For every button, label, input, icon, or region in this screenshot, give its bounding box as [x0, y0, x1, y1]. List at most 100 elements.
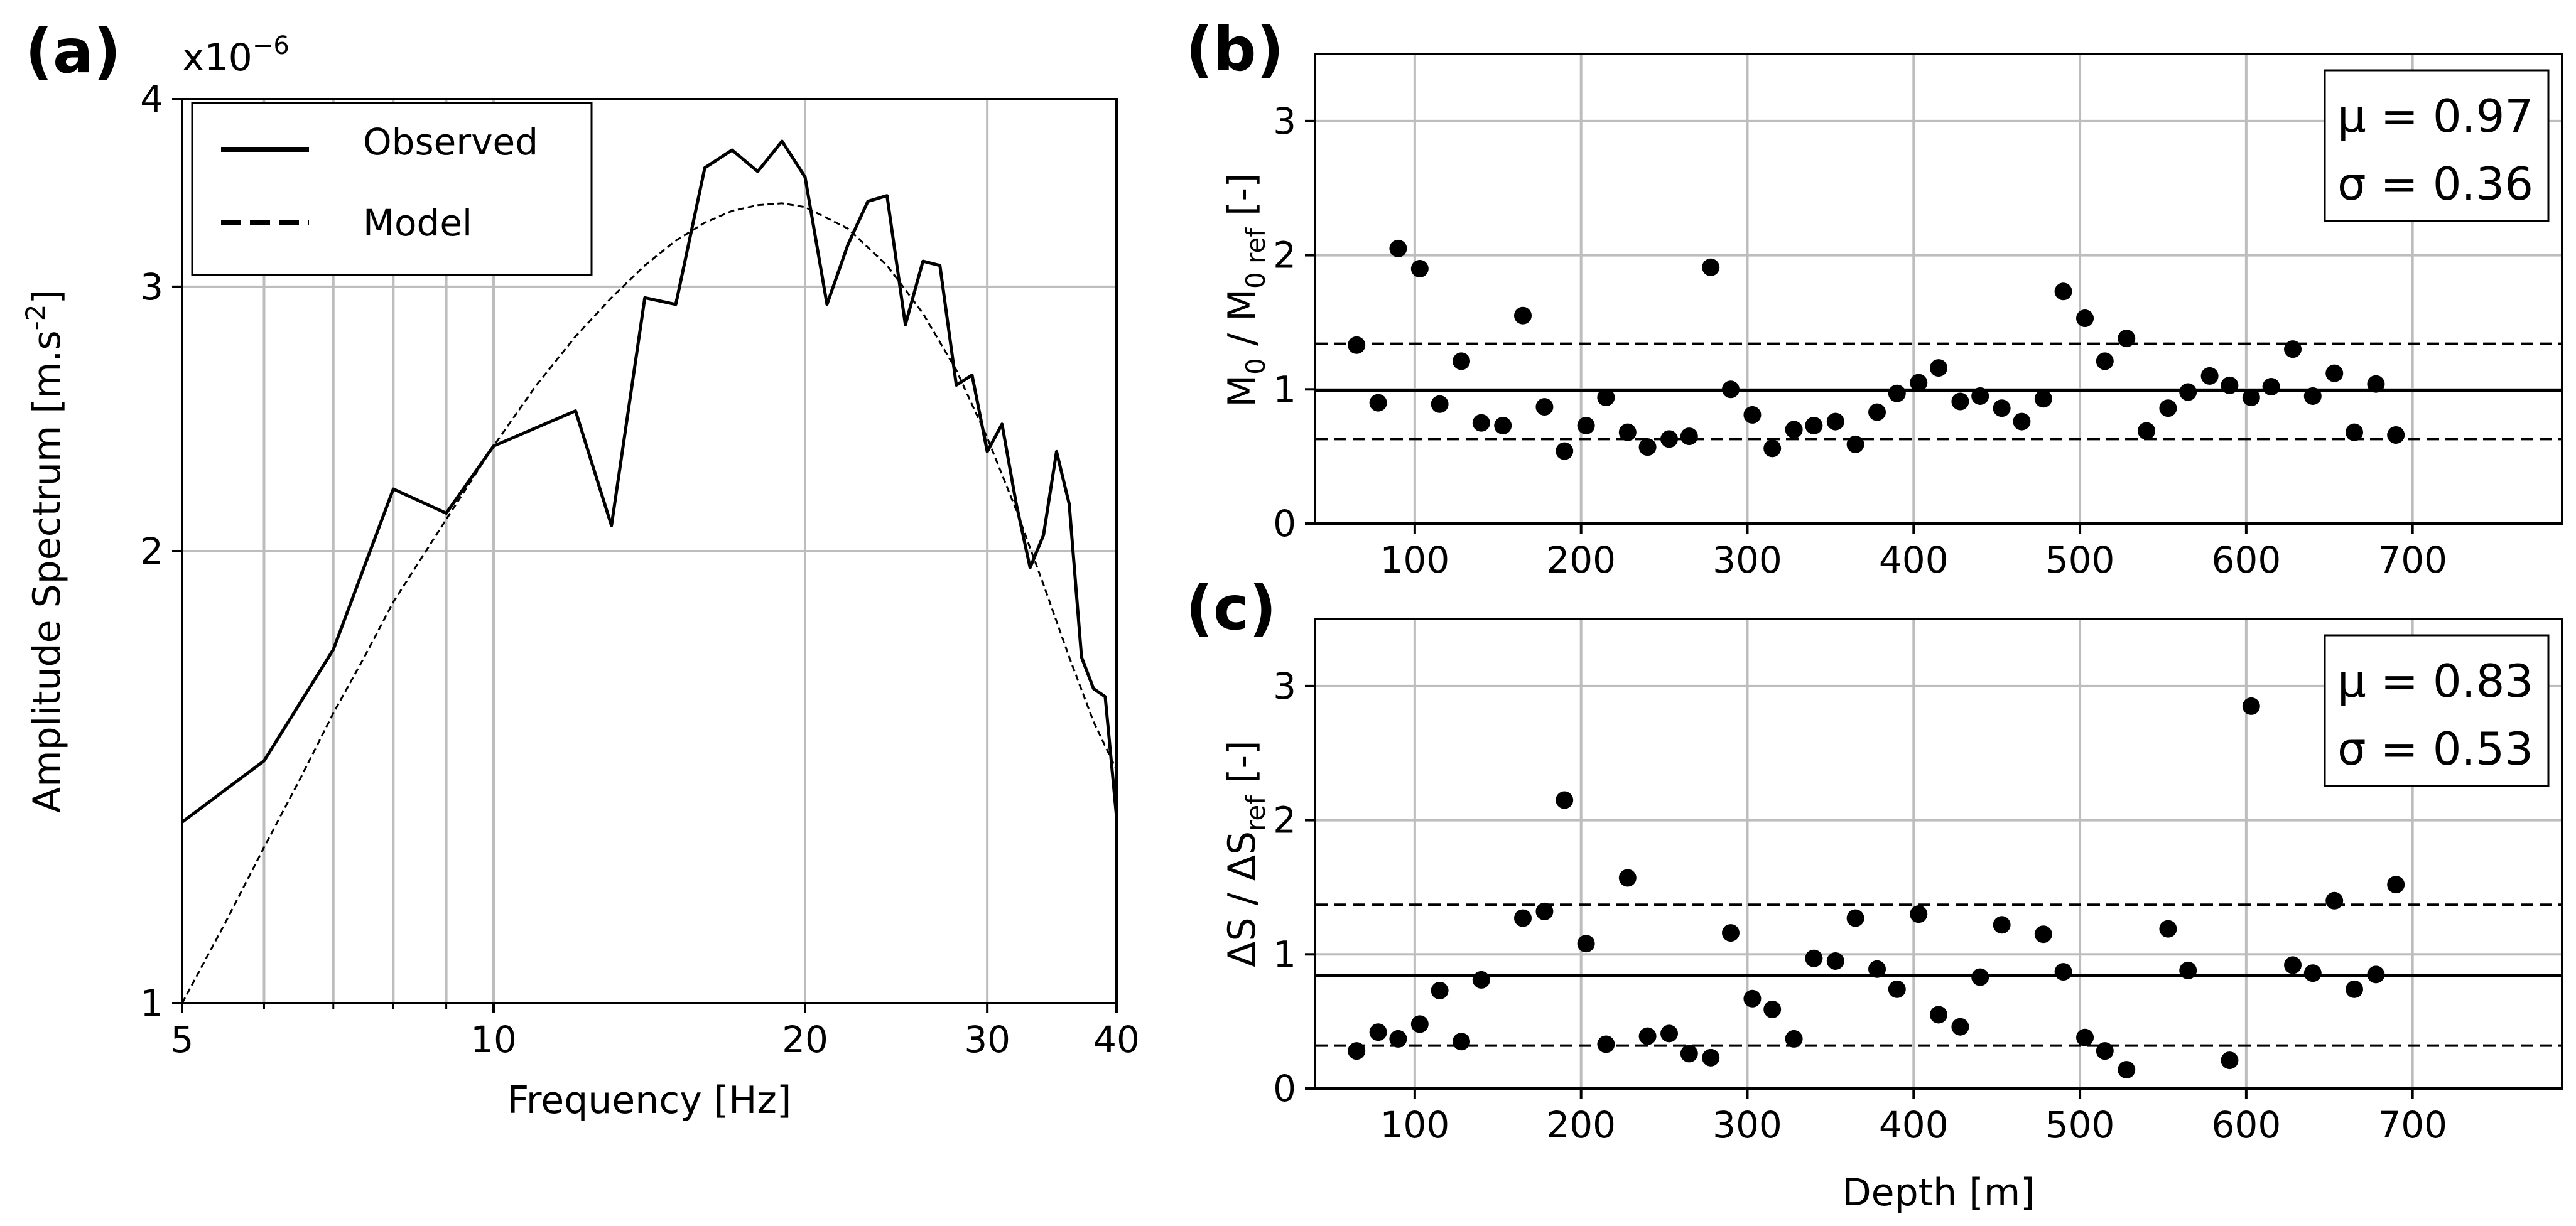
b-data-point — [1660, 430, 1679, 448]
panel-b-ticks: 100 200 300 400 500 600 700 0 1 2 3 — [1273, 100, 2447, 581]
c-ytick-label: 1 — [1273, 933, 1296, 976]
panel-a-multiplier: x10−6 — [182, 31, 290, 80]
legend: Observed Model — [191, 102, 593, 276]
b-xtick-label: 100 — [1380, 539, 1450, 581]
b-data-point — [2325, 364, 2344, 382]
b-data-point — [2054, 282, 2072, 301]
panel-a-series — [181, 139, 1118, 1004]
c-data-point — [1472, 971, 1490, 989]
b-data-point — [1888, 384, 1906, 402]
c-xtick-label: 100 — [1380, 1104, 1450, 1146]
c-ytick-label: 2 — [1273, 799, 1296, 842]
b-data-point — [1680, 427, 1698, 446]
panel-b-frame — [1314, 53, 2563, 525]
c-xtick-label: 600 — [2212, 1104, 2281, 1146]
b-xtick-label: 500 — [2045, 539, 2115, 581]
b-data-point — [2096, 352, 2114, 370]
b-data-point — [2284, 340, 2302, 358]
c-data-point — [1951, 1018, 1969, 1036]
panel-c-ylabel: ΔS / ΔSref [-] — [1220, 740, 1271, 967]
b-data-point — [1389, 239, 1407, 257]
panel-c-letter: (c) — [1186, 573, 1277, 643]
b-data-point — [1702, 258, 1720, 276]
c-data-point — [2054, 963, 2072, 981]
c-data-point — [1930, 1006, 1947, 1024]
panel-c-frame — [1314, 618, 2563, 1090]
c-data-point — [1535, 902, 1554, 920]
c-data-point — [1971, 968, 1989, 986]
b-data-point — [2118, 330, 2136, 348]
b-data-point — [2076, 309, 2094, 328]
b-data-point — [1494, 416, 1512, 434]
b-ytick-label: 1 — [1273, 368, 1296, 411]
stats-mu-c: μ = 0.83 — [2337, 655, 2533, 707]
stats-box-b-frame — [2324, 69, 2550, 222]
b-data-point — [1951, 392, 1969, 411]
b-data-point — [1577, 416, 1595, 434]
c-data-point — [1597, 1035, 1615, 1053]
panel-c-series — [1315, 697, 2562, 1079]
b-data-point — [1743, 406, 1762, 424]
legend-observed-label: Observed — [363, 121, 538, 163]
b-xtick-label: 600 — [2212, 539, 2281, 581]
c-xtick-label: 200 — [1546, 1104, 1616, 1146]
b-data-point — [2200, 367, 2219, 385]
c-xtick-label: 700 — [2378, 1104, 2447, 1146]
panel-b-series — [1315, 239, 2562, 460]
panel-c-xlabel: Depth [m] — [1842, 1171, 2035, 1215]
b-data-point — [2367, 375, 2385, 393]
c-data-point — [1888, 980, 1906, 998]
b-xtick-label: 200 — [1546, 539, 1616, 581]
b-data-point — [1868, 403, 1886, 421]
b-data-point — [2303, 387, 2322, 405]
b-data-point — [1993, 399, 2011, 417]
panel-a-ylabel: Amplitude Spectrum [m.s-2] — [20, 289, 69, 813]
b-data-point — [1826, 412, 1844, 431]
c-data-point — [1846, 909, 1864, 927]
c-data-point — [2221, 1051, 2239, 1070]
a-xtick-label: 10 — [470, 1018, 517, 1061]
b-data-point — [1618, 423, 1637, 441]
c-data-point — [1680, 1045, 1698, 1063]
c-data-point — [2159, 920, 2177, 938]
c-data-point — [2325, 891, 2344, 910]
c-data-point — [2179, 961, 2197, 979]
b-data-point — [1638, 438, 1657, 456]
b-data-point — [2242, 389, 2260, 407]
a-ytick-label: 1 — [140, 982, 163, 1024]
c-data-point — [2242, 697, 2260, 715]
panel-c-ticks: 100 200 300 400 500 600 700 0 1 2 3 — [1273, 665, 2447, 1146]
panel-b: (b) 100 200 300 400 500 600 700 0 1 2 3 M0 / M0 re… — [1186, 14, 2563, 581]
panel-a-ticks: 5 10 20 30 40 1 2 3 4 — [140, 78, 1140, 1061]
b-xtick-label: 400 — [1879, 539, 1949, 581]
b-data-point — [1785, 421, 1803, 439]
b-data-point — [1910, 374, 1928, 392]
c-data-point — [1514, 909, 1532, 927]
c-data-point — [2346, 980, 2363, 998]
c-xtick-label: 400 — [1879, 1104, 1949, 1146]
c-data-point — [1618, 869, 1637, 887]
c-data-point — [1722, 924, 1740, 942]
panel-b-letter: (b) — [1186, 14, 1284, 85]
c-data-point — [2284, 956, 2302, 974]
c-data-point — [1638, 1027, 1657, 1045]
b-data-point — [2387, 426, 2405, 444]
c-data-point — [1702, 1048, 1720, 1067]
b-data-point — [2221, 376, 2239, 394]
c-data-point — [2034, 925, 2052, 944]
b-data-point — [1453, 352, 1471, 370]
c-data-point — [1556, 791, 1574, 809]
panel-a-letter: (a) — [25, 16, 121, 87]
c-xtick-label: 300 — [1713, 1104, 1782, 1146]
stats-sigma-b: σ = 0.36 — [2337, 158, 2533, 210]
b-data-point — [1472, 414, 1490, 432]
a-xtick-label: 30 — [964, 1018, 1010, 1061]
c-data-point — [2387, 876, 2405, 894]
c-data-point — [1805, 949, 1823, 967]
c-data-point — [2076, 1028, 2094, 1046]
b-data-point — [1846, 435, 1864, 453]
c-data-point — [1785, 1030, 1803, 1048]
c-data-point — [1910, 905, 1928, 923]
b-data-point — [1722, 380, 1740, 399]
